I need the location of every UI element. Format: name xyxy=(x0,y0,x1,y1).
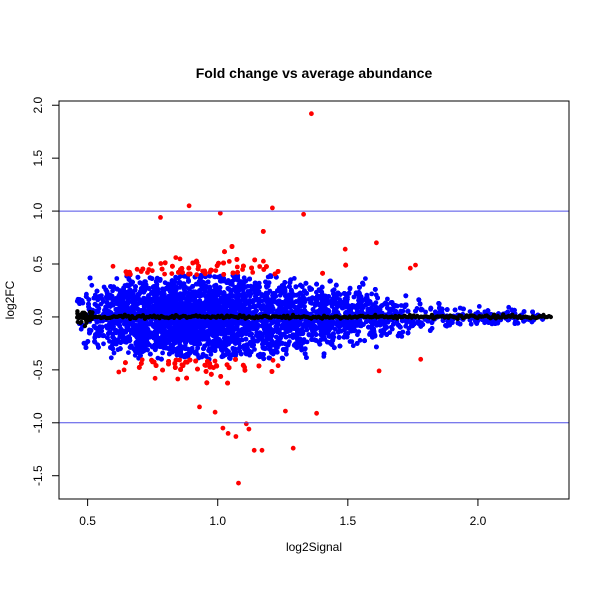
data-point xyxy=(304,339,310,345)
data-point xyxy=(357,337,363,343)
data-point xyxy=(314,289,319,295)
data-point xyxy=(248,283,254,289)
data-point xyxy=(160,350,166,356)
data-point xyxy=(291,276,297,281)
data-point xyxy=(468,321,474,327)
data-point xyxy=(350,343,356,349)
data-point xyxy=(423,309,428,315)
data-point xyxy=(467,309,473,314)
data-point xyxy=(349,339,355,344)
data-point xyxy=(252,347,257,352)
data-point xyxy=(110,288,115,294)
data-point xyxy=(369,323,375,328)
data-point xyxy=(111,350,117,356)
data-point xyxy=(125,350,131,355)
data-point xyxy=(332,326,338,332)
data-point xyxy=(304,327,310,333)
chart-title: Fold change vs average abundance xyxy=(196,65,433,81)
data-point xyxy=(369,291,375,297)
data-point xyxy=(385,296,390,302)
data-point xyxy=(101,341,106,347)
data-point xyxy=(379,303,385,308)
data-point xyxy=(108,355,114,361)
data-point xyxy=(208,351,214,357)
data-point xyxy=(331,287,337,293)
data-point xyxy=(347,286,353,292)
data-point xyxy=(363,276,368,281)
data-point xyxy=(132,352,138,358)
data-point xyxy=(212,274,217,280)
data-point xyxy=(356,329,362,334)
data-point xyxy=(287,339,292,345)
data-point xyxy=(89,282,95,288)
data-point xyxy=(284,351,289,357)
data-point xyxy=(114,276,120,281)
data-point xyxy=(506,304,512,310)
data-point xyxy=(418,307,424,313)
data-point xyxy=(107,338,112,344)
data-point xyxy=(476,304,482,309)
